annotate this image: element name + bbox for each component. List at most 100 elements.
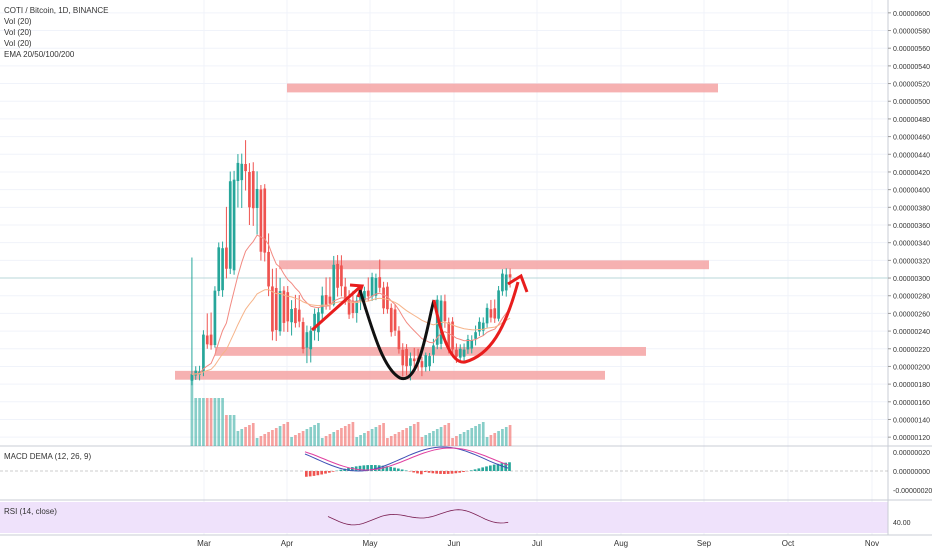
macd-bar [309,471,312,476]
macd-tick-label: 0.00000000 [893,469,930,476]
volume-bar [424,435,427,446]
indicator-vol-1[interactable]: Vol (20) [4,16,108,27]
time-tick-label: Nov [865,539,879,548]
macd-bar [389,467,392,471]
macd-bar [424,471,427,472]
macd-bar [428,471,431,473]
candle-body [294,308,297,323]
rsi-tick-label: 40.00 [893,520,911,527]
macd-histogram [305,462,511,476]
volume-bar [309,427,312,446]
macd-bar [443,471,446,474]
volume-bar [352,422,355,446]
volume-bar [348,424,351,446]
price-tick-label: 0.00000360 [893,223,930,230]
price-tick-label: 0.00000380 [893,205,930,212]
candle-body [375,278,378,296]
time-tick-label: Oct [782,539,795,548]
candle-body [221,248,224,290]
candle-body [267,252,270,286]
candle-body [470,340,473,348]
volume-bar [413,424,416,446]
volume-bar [306,429,309,446]
indicator-vol-3[interactable]: Vol (20) [4,38,108,49]
candle-body [505,275,508,291]
symbol-title[interactable]: COTI / Bitcoin, 1D, BINANCE [4,5,108,16]
macd-bar [416,471,419,473]
volume-bar [237,431,240,446]
volume-bar [355,437,358,446]
resistance-zone [215,347,646,356]
macd-label[interactable]: MACD DEMA (12, 26, 9) [4,452,91,461]
candle-body [413,358,416,361]
macd-bar [313,471,316,476]
candle-body [237,163,240,181]
volume-bar [233,415,236,446]
candle-body [217,247,220,291]
price-tick-label: 0.00000520 [893,82,930,89]
candle-body [329,297,332,304]
volume-bar [509,425,512,446]
candle-body [325,295,328,305]
candle-body [398,331,401,350]
volume-bars [191,376,512,446]
volume-bar [409,426,412,446]
volume-bar [390,436,393,446]
candle-body [401,350,404,365]
rsi-band [0,502,888,533]
volume-bar [432,431,435,446]
volume-bar [286,422,289,446]
volume-bar [428,433,431,446]
indicator-vol-2[interactable]: Vol (20) [4,27,108,38]
macd-bar [508,462,511,471]
volume-bar [263,434,266,446]
volume-bar [417,422,420,446]
candle-body [493,308,496,318]
price-tick-label: 0.00000180 [893,382,930,389]
volume-bar [221,398,224,446]
candle-body [225,248,228,269]
volume-bar [256,438,259,446]
macd-bar [501,463,504,471]
volume-bar [436,429,439,446]
price-tick-label: 0.00000480 [893,117,930,124]
volume-bar [386,438,389,446]
macd-bar [420,471,423,474]
macd-bar [478,468,481,471]
candle-body [424,355,427,367]
volume-bar [398,432,401,446]
volume-bar [359,435,362,446]
volume-bar [401,430,404,446]
macd-bar [489,465,492,471]
rsi-label[interactable]: RSI (14, close) [4,507,57,516]
candle-body [309,331,312,350]
price-tick-label: 0.00000500 [893,99,930,106]
volume-bar [394,434,397,446]
macd-bar [401,469,404,471]
candle-body [194,371,197,376]
candle-body [260,189,263,251]
candle-body [340,265,343,286]
macd-bar [474,469,477,471]
price-tick-label: 0.00000420 [893,170,930,177]
candle-body [332,265,335,305]
price-tick-label: 0.00000440 [893,152,930,159]
volume-bar [248,425,251,446]
candle-body [509,274,512,277]
volume-bar [505,427,508,446]
candle-body [382,288,385,309]
candle-body [233,180,236,271]
volume-bar [267,432,270,446]
time-tick-label: Aug [614,539,628,548]
candle-body [206,336,209,345]
price-tick-label: 0.00000320 [893,258,930,265]
indicator-ema[interactable]: EMA 20/50/100/200 [4,49,108,60]
candle-body [367,291,370,297]
time-tick-label: Jul [532,539,542,548]
volume-bar [317,423,320,446]
volume-bar [474,426,477,446]
candle-body [444,301,447,321]
candle-body [321,295,324,313]
